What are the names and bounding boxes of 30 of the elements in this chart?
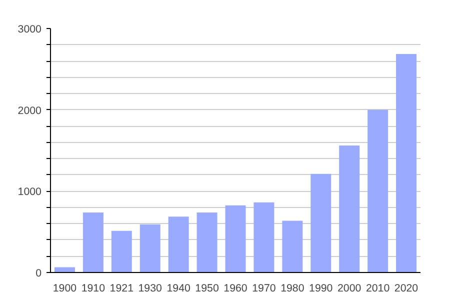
bar xyxy=(54,267,75,272)
bar xyxy=(82,212,104,272)
bar xyxy=(196,212,218,272)
bar xyxy=(225,205,246,272)
bar xyxy=(396,54,417,272)
x-tick-label: 1970 xyxy=(252,282,276,294)
y-tick-label: 0 xyxy=(36,268,42,280)
bar xyxy=(111,230,132,272)
bar xyxy=(254,202,274,272)
y-tick-label: 2000 xyxy=(18,104,42,117)
x-tick-label: 1960 xyxy=(224,282,248,294)
bar xyxy=(339,145,360,272)
bar xyxy=(310,174,332,272)
x-tick-label: 1910 xyxy=(81,282,106,294)
x-tick-label: 1930 xyxy=(138,282,162,294)
bar xyxy=(140,224,160,272)
bar xyxy=(368,110,388,272)
bar xyxy=(168,216,189,272)
x-tick-label: 1900 xyxy=(52,282,77,294)
x-tick-label: 1980 xyxy=(280,282,304,294)
y-tick-label: 1000 xyxy=(18,186,42,198)
x-tick-label: 1921 xyxy=(110,282,134,294)
x-tick-label: 1990 xyxy=(309,282,333,294)
x-tick-label: 2000 xyxy=(337,282,362,294)
x-tick-label: 2010 xyxy=(366,282,390,294)
x-tick-label: 1950 xyxy=(195,282,219,294)
bar xyxy=(282,220,303,272)
x-tick-label: 1940 xyxy=(166,282,191,294)
x-tick-label: 2020 xyxy=(394,282,418,294)
y-tick-label: 3000 xyxy=(18,24,42,36)
